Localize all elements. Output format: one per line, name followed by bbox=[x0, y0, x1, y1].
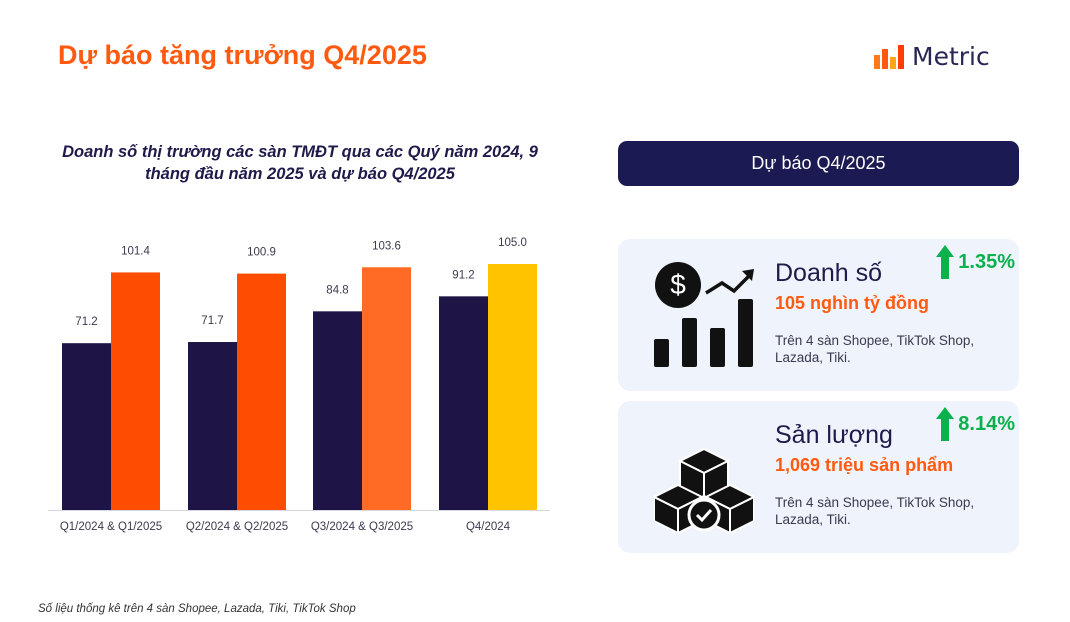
card-description: Trên 4 sàn Shopee, TikTok Shop, Lazada, … bbox=[775, 333, 975, 365]
data-label: 71.2 bbox=[75, 316, 97, 328]
bar bbox=[362, 267, 411, 510]
x-tick-label: Q4/2024 bbox=[466, 521, 511, 533]
chart-title: Doanh số thị trường các sàn TMĐT qua các… bbox=[62, 143, 538, 183]
bar bbox=[188, 342, 237, 510]
svg-text:$: $ bbox=[670, 269, 686, 300]
bar-chart: 71.2 101.4 Q1/2024 & Q1/2025 71.7 100.9 Q2/20… bbox=[48, 237, 550, 533]
data-label: 100.9 bbox=[247, 247, 276, 259]
card-name: Doanh số bbox=[775, 259, 883, 287]
forecast-header: Dự báo Q4/2025 bbox=[618, 141, 1019, 186]
bar bbox=[313, 311, 362, 510]
data-label: 103.6 bbox=[372, 240, 401, 252]
boxes-check-icon bbox=[654, 447, 754, 533]
bar bbox=[111, 272, 160, 510]
bar bbox=[488, 264, 537, 510]
card-name: Sản lượng bbox=[775, 421, 893, 449]
page-title: Dự báo tăng trưởng Q4/2025 bbox=[58, 40, 427, 70]
data-label: 101.4 bbox=[121, 245, 150, 257]
volume-card: Sản lượng 1,069 triệu sản phẩm Trên 4 sà… bbox=[618, 401, 1019, 553]
growth-indicator: 8.14% bbox=[936, 407, 1015, 441]
bar bbox=[439, 296, 488, 510]
x-tick-label: Q3/2024 & Q3/2025 bbox=[311, 521, 413, 533]
growth-value: 8.14% bbox=[958, 412, 1015, 435]
growth-indicator: 1.35% bbox=[936, 245, 1015, 279]
x-tick-label: Q2/2024 & Q2/2025 bbox=[186, 521, 288, 533]
logo-text: Metric bbox=[912, 42, 990, 71]
data-label: 84.8 bbox=[326, 284, 348, 296]
revenue-card: $ Doanh số 105 nghìn tỷ đồng Trên 4 sàn … bbox=[618, 239, 1019, 391]
growth-value: 1.35% bbox=[958, 250, 1015, 273]
arrow-up-icon bbox=[936, 245, 955, 279]
arrow-up-icon bbox=[936, 407, 955, 441]
x-tick-label: Q1/2024 & Q1/2025 bbox=[60, 521, 162, 533]
card-value: 1,069 triệu sản phẩm bbox=[775, 455, 954, 475]
metric-logo: Metric bbox=[874, 42, 990, 71]
footnote: Số liệu thống kê trên 4 sàn Shopee, Laza… bbox=[38, 603, 356, 615]
bar bbox=[237, 273, 286, 510]
data-label: 91.2 bbox=[452, 269, 474, 281]
card-value: 105 nghìn tỷ đồng bbox=[775, 293, 930, 313]
data-label: 71.7 bbox=[201, 315, 223, 327]
revenue-chart-icon: $ bbox=[654, 262, 754, 367]
logo-bars-icon bbox=[874, 44, 904, 69]
card-description: Trên 4 sàn Shopee, TikTok Shop, Lazada, … bbox=[775, 495, 975, 527]
bar bbox=[62, 343, 111, 510]
data-label: 105.0 bbox=[498, 237, 527, 249]
